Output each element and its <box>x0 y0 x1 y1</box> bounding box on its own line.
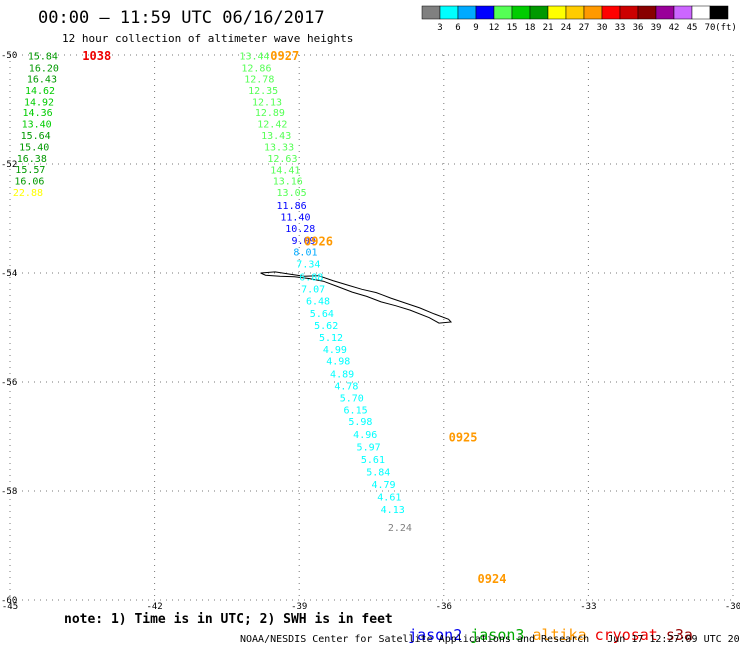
wave-height-value: 5.62 <box>314 321 338 332</box>
wave-height-value: 10.28 <box>285 224 315 235</box>
lon-tick-label: -45 <box>2 602 18 610</box>
wave-height-value: 15.40 <box>19 143 49 154</box>
wave-height-value: 4.61 <box>377 492 401 503</box>
wave-height-value: 14.62 <box>25 86 55 97</box>
wave-height-value: 13.44 <box>239 52 269 63</box>
wave-height-value: 4.98 <box>326 357 350 368</box>
satellite-jason3: jason3 <box>470 626 525 644</box>
satellite-legend: jason2 jason3 altika cryosat s3a <box>390 608 701 644</box>
wave-height-value: 5.64 <box>310 309 334 320</box>
wave-height-value: 12.78 <box>244 74 274 85</box>
lon-tick-label: -36 <box>436 602 452 610</box>
wave-height-value: 12.89 <box>255 108 285 119</box>
wave-height-value: 13.33 <box>264 143 294 154</box>
satellite-cryosat: cryosat <box>594 626 658 644</box>
wave-height-value: 2.24 <box>388 523 412 534</box>
wave-height-value: 15.57 <box>15 165 45 176</box>
wave-height-value: 12.13 <box>252 97 282 108</box>
chart-subtitle: 12 hour collection of altimeter wave hei… <box>62 32 354 45</box>
wave-height-value: 5.97 <box>357 442 381 453</box>
wave-height-value: 5.84 <box>366 467 390 478</box>
wave-height-value: 4.79 <box>372 480 396 491</box>
wave-height-value: 15.84 <box>28 52 58 63</box>
wave-height-value: 16.20 <box>29 64 59 75</box>
wave-height-value: 12.42 <box>257 120 287 131</box>
wave-height-value: 16.43 <box>27 74 57 85</box>
wave-height-value: 4.96 <box>353 430 377 441</box>
wave-height-value: 13.40 <box>22 120 52 131</box>
lat-tick-label: -52 <box>1 160 17 170</box>
wave-height-value: 11.40 <box>280 212 310 223</box>
south-georgia-coastline <box>260 271 453 324</box>
wave-height-value: 14.36 <box>23 108 53 119</box>
wave-height-value: 8.01 <box>293 248 317 259</box>
wave-height-value: 16.06 <box>14 176 44 187</box>
wave-height-value: 4.13 <box>381 505 405 516</box>
wave-height-value: 6.48 <box>306 296 330 307</box>
wave-height-value: 11.86 <box>277 201 307 212</box>
footnote: note: 1) Time is in UTC; 2) SWH is in fe… <box>64 612 393 627</box>
lat-tick-label: -54 <box>1 269 17 279</box>
wave-height-value: 13.05 <box>277 188 307 199</box>
wave-height-value: 7.07 <box>301 284 325 295</box>
pass-time-label: 0925 <box>449 431 478 445</box>
wave-height-value: 5.61 <box>361 455 385 466</box>
wave-height-value: 13.16 <box>273 176 303 187</box>
lat-tick-label: -56 <box>1 378 17 388</box>
lon-tick-label: -39 <box>291 602 307 610</box>
altimeter-map: -50 -52 -54 -56 -58 -60-45 -42 -39 -36 -33 -30 15.8… <box>1 49 740 610</box>
lon-tick-label: -42 <box>146 602 162 610</box>
satellite-altika: altika <box>532 626 587 644</box>
wave-height-value: 12.86 <box>241 64 271 75</box>
wave-height-value: 12.35 <box>248 86 278 97</box>
lat-tick-label: -58 <box>1 487 17 497</box>
wave-height-value: 5.98 <box>348 417 372 428</box>
lon-tick-label: -30 <box>725 602 740 610</box>
wave-height-value: 22.88 <box>13 188 43 199</box>
lat-tick-label: -50 <box>1 51 17 61</box>
credit-line: NOAA/NESDIS Center for Satellite Applica… <box>240 634 740 645</box>
wave-height-value: 5.12 <box>319 333 343 344</box>
chart-title: 00:00 – 11:59 UTC 06/16/2017 <box>38 8 325 28</box>
wave-height-value: 4.78 <box>334 381 358 392</box>
wave-height-value: 6.88 <box>299 272 323 283</box>
wave-height-value: 5.70 <box>340 393 364 404</box>
satellite-jason2: jason2 <box>408 626 463 644</box>
wave-height-value: 4.89 <box>330 369 354 380</box>
pass-time-label: 1038 <box>82 49 111 63</box>
wave-height-value: 16.38 <box>17 154 47 165</box>
wave-height-value: 14.41 <box>270 165 300 176</box>
wave-height-value: 6.15 <box>344 405 368 416</box>
wave-height-value: 15.64 <box>21 131 51 142</box>
lon-tick-label: -33 <box>580 602 596 610</box>
wave-height-value: 9.09 <box>291 236 315 247</box>
wave-height-value: 4.99 <box>323 345 347 356</box>
satellite-s3a: s3a <box>665 626 693 644</box>
pass-time-label: 0927 <box>270 49 299 63</box>
lat-tick-label: -60 <box>1 596 17 606</box>
pass-time-label: 0924 <box>478 572 507 586</box>
wave-height-value: 12.63 <box>267 154 297 165</box>
wave-height-value: 13.43 <box>261 131 291 142</box>
pass-time-label: 0926 <box>304 234 333 248</box>
wave-height-value: 7.34 <box>296 260 320 271</box>
wave-height-value: 14.92 <box>24 97 54 108</box>
